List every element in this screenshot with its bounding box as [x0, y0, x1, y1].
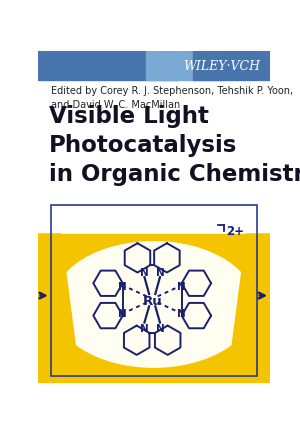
Text: Visible Light: Visible Light: [49, 104, 209, 128]
Text: N: N: [156, 323, 164, 333]
Text: N: N: [118, 309, 127, 319]
Bar: [38, 52, 177, 81]
Ellipse shape: [53, 242, 254, 367]
Bar: [51, 206, 257, 377]
Text: N: N: [156, 267, 164, 277]
Bar: [38, 81, 270, 234]
Polygon shape: [227, 234, 270, 383]
Text: Edited by Corey R. J. Stephenson, Tehshik P. Yoon,
and David W. C. MacMillan: Edited by Corey R. J. Stephenson, Tehshi…: [52, 86, 294, 110]
Text: N: N: [118, 282, 127, 292]
Text: Ru: Ru: [142, 294, 162, 307]
Text: N: N: [140, 323, 149, 333]
Bar: [193, 52, 270, 81]
Polygon shape: [38, 234, 80, 383]
Text: N: N: [177, 309, 186, 319]
Text: in Organic Chemistry: in Organic Chemistry: [49, 163, 300, 186]
Text: Photocatalysis: Photocatalysis: [49, 134, 238, 157]
Text: 2+: 2+: [226, 224, 244, 237]
Text: WILEY·VCH: WILEY·VCH: [183, 60, 260, 73]
Bar: [38, 234, 270, 383]
Bar: [146, 52, 224, 81]
Text: N: N: [177, 282, 186, 292]
Text: N: N: [140, 267, 149, 277]
